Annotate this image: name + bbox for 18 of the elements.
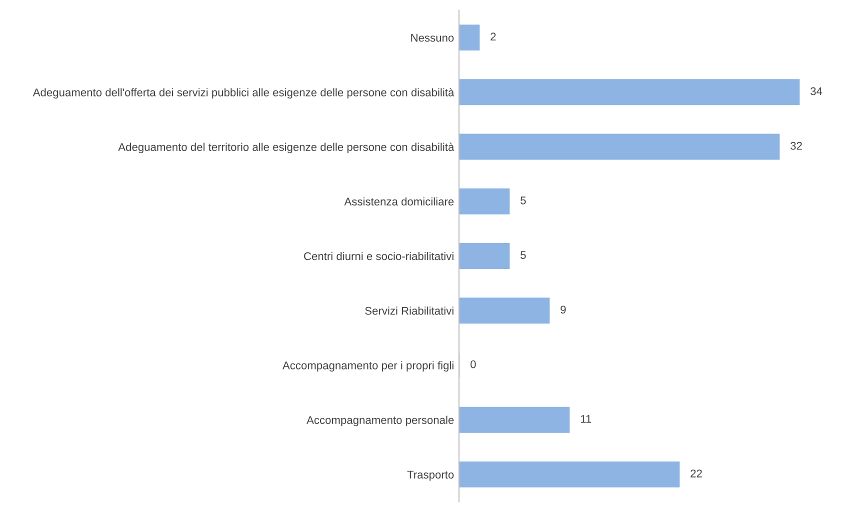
- data-label: 34: [810, 87, 822, 96]
- y-tick-label: Nessuno: [411, 34, 454, 42]
- data-label: 9: [560, 306, 566, 314]
- data-label: 22: [690, 470, 702, 478]
- y-tick-label: Accompagnamento per i propri figli: [282, 361, 454, 372]
- y-tick-label: Servizi Riabilitativi: [365, 306, 454, 315]
- y-tick-label: Accompagnamento personale: [306, 416, 454, 426]
- data-label: 2: [490, 32, 496, 40]
- data-label: 11: [580, 415, 592, 423]
- data-label: 5: [520, 251, 526, 259]
- y-tick-label: Adeguamento dell'offerta dei servizi pubblici alle esigenze delle persone con disabilità: [32, 88, 454, 99]
- data-label: 0: [470, 360, 476, 368]
- y-tick-label: Trasporto: [407, 470, 454, 481]
- data-label: 32: [790, 142, 802, 150]
- data-label: 5: [520, 196, 526, 204]
- y-tick-label: Adeguamento del territorio alle esigenze delle persone con disabilità: [118, 142, 454, 154]
- y-tick-label: Centri diurni e socio-riabilitativi: [304, 252, 454, 260]
- y-tick-label: Assistenza domiciliare: [344, 197, 454, 206]
